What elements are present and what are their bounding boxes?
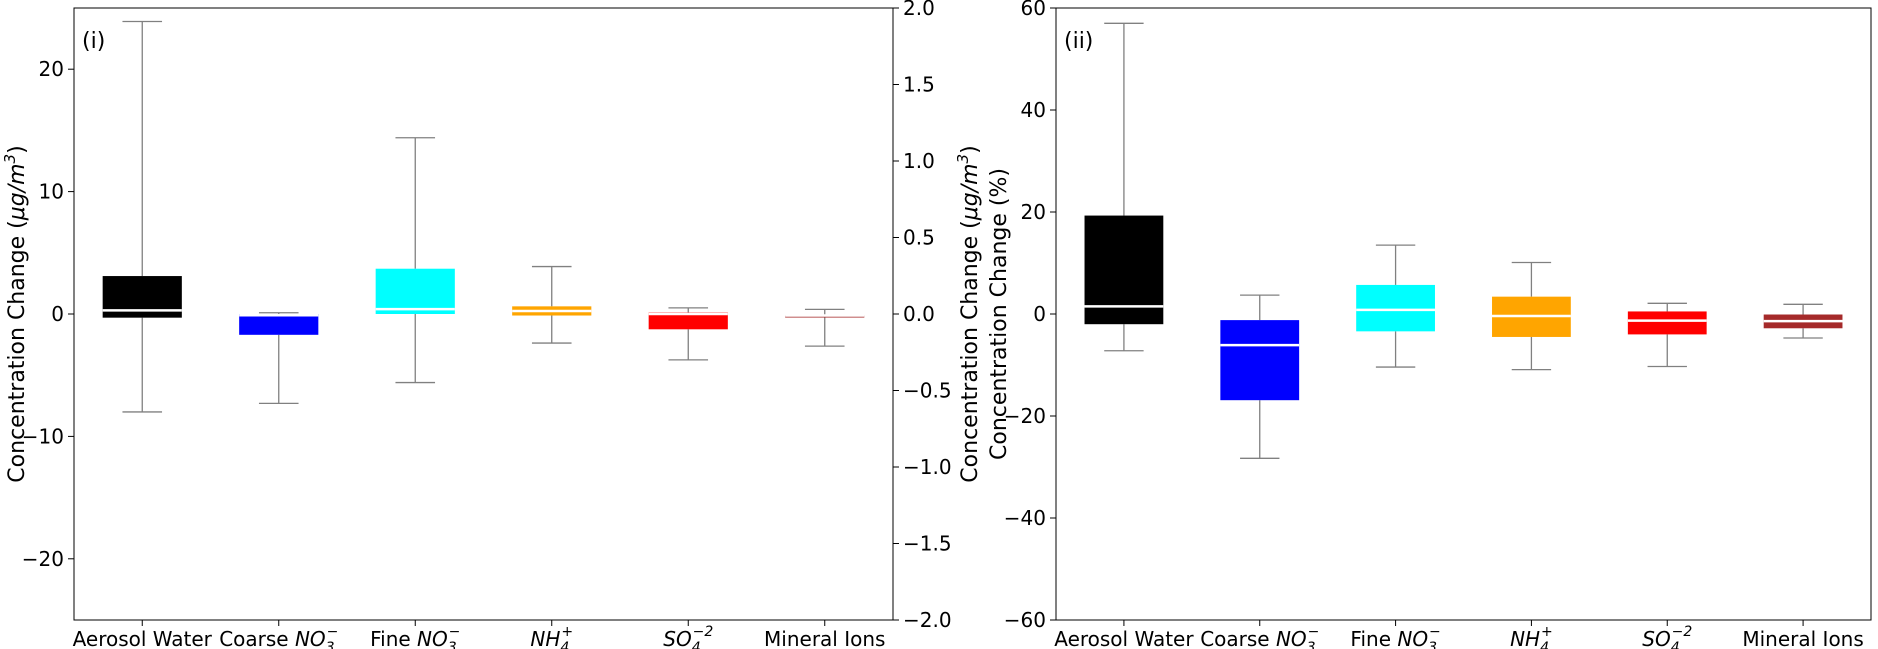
box-4 bbox=[1492, 261, 1571, 371]
x-tick-label: Coarse NO3− bbox=[1200, 624, 1319, 649]
box-iqr bbox=[1356, 284, 1435, 332]
x-tick-label: Fine NO3− bbox=[370, 624, 460, 649]
y-tick-label: 10 bbox=[39, 180, 64, 204]
x-tick-label: Mineral Ions bbox=[1742, 627, 1863, 649]
box-3 bbox=[1356, 244, 1435, 368]
box-iqr bbox=[375, 268, 455, 314]
x-tick-label: Coarse NO3− bbox=[219, 624, 338, 649]
x-tick-label: SO4−2 bbox=[663, 624, 713, 649]
box-4 bbox=[512, 265, 592, 344]
panel-label: (i) bbox=[82, 29, 105, 54]
y2-tick-label: −1.5 bbox=[903, 532, 952, 556]
box-iqr bbox=[239, 314, 319, 335]
y-tick-label: 20 bbox=[1021, 200, 1046, 224]
panel-label: (ii) bbox=[1064, 29, 1093, 54]
box-6 bbox=[785, 308, 865, 347]
x-tick-label: Fine NO3− bbox=[1350, 624, 1440, 649]
box-6 bbox=[1763, 303, 1843, 339]
y2-tick-label: −0.5 bbox=[903, 379, 952, 403]
x-tick-label: NH4+ bbox=[1510, 624, 1553, 649]
y2-tick-label: 1.0 bbox=[903, 149, 935, 173]
y-tick-label: −60 bbox=[1004, 608, 1046, 632]
y-tick-label: 20 bbox=[39, 57, 64, 81]
y2-tick-label: 0.0 bbox=[903, 302, 935, 326]
x-tick-label: NH4+ bbox=[530, 624, 573, 649]
box-1 bbox=[1084, 22, 1164, 352]
box-2 bbox=[239, 312, 319, 405]
y-axis-title: Concentration Change (μg/m3) bbox=[1, 145, 30, 482]
x-tick-label: Mineral Ions bbox=[764, 627, 885, 649]
y2-tick-label: 0.5 bbox=[903, 226, 935, 250]
y2-tick-label: 1.5 bbox=[903, 73, 935, 97]
box-1 bbox=[102, 20, 182, 413]
y-tick-label: −10 bbox=[22, 424, 64, 448]
box-2 bbox=[1220, 294, 1300, 459]
x-tick-label: Aerosol Water bbox=[73, 627, 213, 649]
y-tick-label: −20 bbox=[22, 547, 64, 571]
y-tick-label: −40 bbox=[1004, 506, 1046, 530]
y2-tick-label: −1.0 bbox=[903, 455, 952, 479]
box-5 bbox=[648, 307, 728, 361]
panel-i: −20 −10 0 10 20 −2.0 −1.5 −1.0 −0.5 0.0 0.5 1.0 1.5 2… bbox=[1, 0, 983, 649]
box-iqr bbox=[1084, 215, 1164, 325]
box-iqr bbox=[648, 312, 728, 330]
y2-tick-label: −2.0 bbox=[903, 608, 952, 632]
box-iqr bbox=[1220, 320, 1300, 401]
y-tick-label: 60 bbox=[1021, 0, 1046, 20]
y-axis-title: Concentration Change (μg/m3) bbox=[954, 145, 983, 482]
x-tick-label: SO4−2 bbox=[1642, 624, 1692, 649]
box-5 bbox=[1627, 302, 1707, 368]
panel-ii: −60 −40 −20 0 20 40 60 Concentration Change (%)… bbox=[987, 0, 1872, 649]
box-3 bbox=[375, 137, 455, 384]
y-tick-label: −20 bbox=[1004, 404, 1046, 428]
y-tick-label: 40 bbox=[1021, 98, 1046, 122]
box-iqr bbox=[1627, 311, 1707, 335]
plot-frame bbox=[73, 7, 894, 621]
y2-tick-label: 2.0 bbox=[903, 0, 935, 20]
plot-frame bbox=[1055, 7, 1872, 621]
y-tick-label: 0 bbox=[1033, 302, 1046, 326]
x-tick-label: Aerosol Water bbox=[1054, 627, 1194, 649]
y-tick-label: 0 bbox=[51, 302, 64, 326]
y-axis-title: Concentration Change (%) bbox=[987, 168, 1012, 460]
